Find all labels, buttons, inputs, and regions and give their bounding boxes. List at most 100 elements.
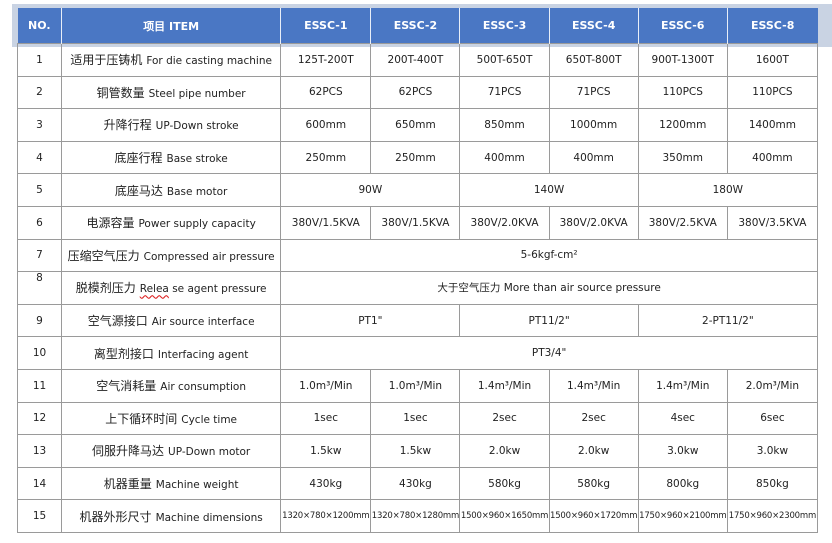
table-cell: 5-6kgf-cm² xyxy=(280,238,818,273)
header-model: ESSC-4 xyxy=(549,8,639,44)
table-cell: 1200mm xyxy=(637,108,728,142)
table-cell: 2sec xyxy=(459,401,550,436)
item-en: Air source interface xyxy=(151,316,255,329)
row-item: 底座马达 Base motor xyxy=(61,173,282,207)
table-cell: 110PCS xyxy=(726,75,819,110)
table-cell: 1.4m³/Min xyxy=(637,368,728,403)
item-cn: 机器重量 xyxy=(103,477,152,492)
table-cell: 380V/2.0KVA xyxy=(548,205,639,240)
row-number: 4 xyxy=(16,140,63,175)
row-number: 2 xyxy=(16,75,63,110)
table-row: 9 空气源接口 Air source interface PT1" PT11/2"… xyxy=(16,303,819,338)
item-cn: 底座行程 xyxy=(114,151,163,166)
row-item: 伺服升降马达 UP-Down motor xyxy=(61,434,282,468)
table-cell: 1000mm xyxy=(548,108,639,142)
table-cell: 2.0kw xyxy=(459,434,550,468)
table-cell: 380V/2.5KVA xyxy=(637,205,728,240)
row-item: 机器重量 Machine weight xyxy=(61,466,282,501)
row-item: 空气消耗量 Air consumption xyxy=(61,368,282,403)
table-cell: 580kg xyxy=(548,466,639,501)
table-cell: 1600T xyxy=(726,43,819,77)
table-cell: 140W xyxy=(459,173,639,207)
row-number: 8 xyxy=(16,271,63,305)
table-cell: 580kg xyxy=(459,466,550,501)
row-number: 13 xyxy=(16,434,63,468)
table-cell: 125T-200T xyxy=(280,43,372,77)
table-cell: 1.5kw xyxy=(280,434,372,468)
table-cell: 650T-800T xyxy=(548,43,639,77)
item-en-part: agent pressure xyxy=(184,283,267,296)
item-en: Interfacing agent xyxy=(157,348,249,361)
item-en-part: se xyxy=(168,283,185,296)
row-item: 空气源接口 Air source interface xyxy=(61,303,282,338)
row-number: 11 xyxy=(16,368,63,403)
row-number: 6 xyxy=(16,205,63,240)
table-cell: 430kg xyxy=(370,466,461,501)
row-number: 15 xyxy=(16,499,63,533)
table-cell: 800kg xyxy=(637,466,728,501)
table-cell: 250mm xyxy=(280,140,372,175)
table-cell: 500T-650T xyxy=(459,43,550,77)
table-row: 4 底座行程 Base stroke 250mm 250mm 400mm 400m… xyxy=(16,140,819,175)
row-item: 离型剂接口 Interfacing agent xyxy=(61,336,282,370)
table-cell: 900T-1300T xyxy=(637,43,728,77)
item-cn: 空气源接口 xyxy=(87,314,148,329)
item-en: Relea se agent pressure xyxy=(140,283,267,295)
table-cell: 250mm xyxy=(370,140,461,175)
table-cell: 1.4m³/Min xyxy=(548,368,639,403)
item-en: Machine dimensions xyxy=(155,511,263,524)
table-cell: 110PCS xyxy=(637,75,728,110)
table-row: 10 离型剂接口 Interfacing agent PT3/4" xyxy=(16,336,818,370)
table-cell: 3.0kw xyxy=(637,434,728,468)
table-cell: 400mm xyxy=(548,140,639,175)
table-cell: 2.0kw xyxy=(548,434,639,468)
row-number: 12 xyxy=(16,401,63,436)
row-item: 升降行程 UP-Down stroke xyxy=(61,108,282,142)
table-row: 13 伺服升降马达 UP-Down motor 1.5kw 1.5kw 2.0kw… xyxy=(16,434,819,468)
table-cell: PT3/4" xyxy=(280,336,818,370)
item-en: UP-Down motor xyxy=(168,446,251,459)
table-cell: 850mm xyxy=(459,108,550,142)
table-cell: 1.0m³/Min xyxy=(280,368,372,403)
item-en: Power supply capacity xyxy=(138,218,256,231)
table-cell: 600mm xyxy=(280,108,372,142)
table-row: 2 铜管数量 Steel pipe number 62PCS 62PCS 71PC… xyxy=(16,75,819,110)
header-item: 项目 ITEM xyxy=(61,8,282,44)
item-en: Base stroke xyxy=(166,153,228,166)
table-cell: 3.0kw xyxy=(726,434,819,468)
table-cell: 380V/2.0KVA xyxy=(459,205,550,240)
item-cn: 伺服升降马达 xyxy=(92,444,165,459)
row-number: 1 xyxy=(16,43,63,77)
table-cell: 380V/1.5KVA xyxy=(280,205,372,240)
table-cell: 1500×960×1650mm xyxy=(459,499,550,533)
item-en: Base motor xyxy=(166,185,228,198)
table-cell: 850kg xyxy=(726,466,819,501)
header-model: ESSC-3 xyxy=(459,8,550,44)
table-cell: 380V/1.5KVA xyxy=(370,205,461,240)
row-number: 9 xyxy=(16,303,63,338)
row-number: 10 xyxy=(16,336,63,370)
row-item: 适用于压铸机 For die casting machine xyxy=(61,43,282,77)
item-cn: 升降行程 xyxy=(103,118,152,133)
table-row: 8 脱模剂压力 Relea se agent pressure 大于空气压力 Mo… xyxy=(16,271,818,305)
table-cell: 2sec xyxy=(548,401,639,436)
header-model: ESSC-1 xyxy=(280,8,372,44)
item-cn: 机器外形尺寸 xyxy=(79,509,152,524)
table-cell: 62PCS xyxy=(280,75,372,110)
table-cell: 1.5kw xyxy=(370,434,461,468)
item-en: Machine weight xyxy=(155,479,239,492)
table-row: 3 升降行程 UP-Down stroke 600mm 650mm 850mm 1… xyxy=(16,108,819,142)
item-cn: 底座马达 xyxy=(114,183,163,198)
table-row: 6 电源容量 Power supply capacity 380V/1.5KVA … xyxy=(16,205,819,240)
table-cell: PT11/2" xyxy=(459,303,639,338)
header-model: ESSC-6 xyxy=(638,8,728,44)
item-en-part: Relea xyxy=(139,283,169,296)
item-en: Steel pipe number xyxy=(148,87,246,100)
table-cell: 1.4m³/Min xyxy=(459,368,550,403)
table-row: 15 机器外形尺寸 Machine dimensions 1320×780×120… xyxy=(16,499,819,533)
table-cell: 1500×960×1720mm xyxy=(548,499,639,533)
row-item: 上下循环时间 Cycle time xyxy=(61,401,282,436)
table-cell: 1sec xyxy=(370,401,461,436)
row-number: 3 xyxy=(16,108,63,142)
table-cell: 180W xyxy=(637,173,819,207)
